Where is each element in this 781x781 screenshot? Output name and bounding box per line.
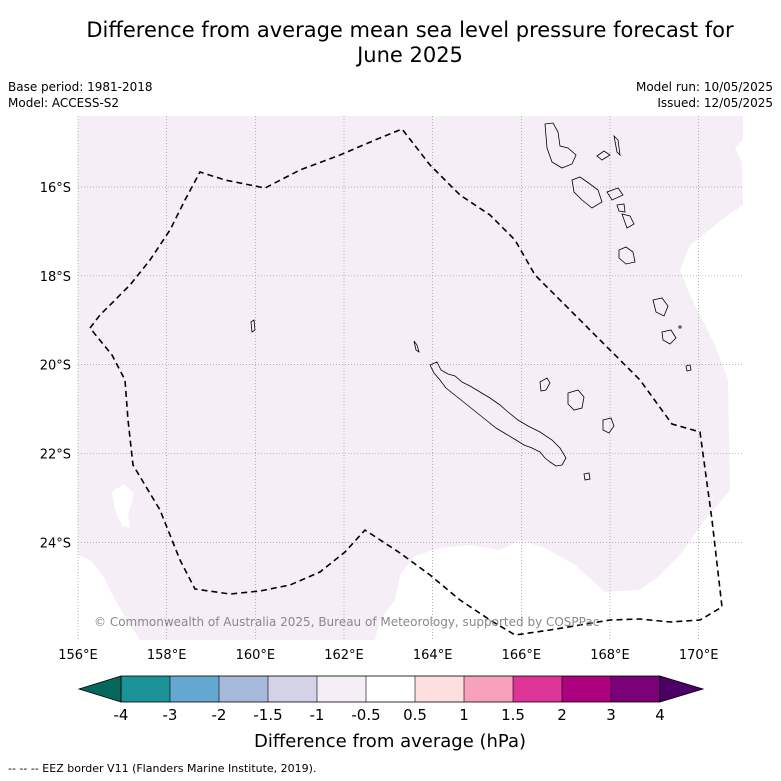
lon-tick-label: 162°E (324, 648, 364, 663)
coastline-pentecost (606, 187, 624, 201)
colorbar-tick-label: 2 (557, 706, 567, 724)
colorbar-segment (121, 676, 170, 702)
lon-tick-label: 158°E (147, 648, 187, 663)
colorbar-title: Difference from average (hPa) (254, 731, 526, 752)
colorbar-tick-label: -2 (212, 706, 227, 724)
neutral-areas (78, 116, 743, 640)
colorbar-tick-label: -4 (114, 706, 129, 724)
lat-tick-label: 22°S (40, 447, 71, 462)
colorbar-segment (464, 676, 513, 702)
model-name: Model: ACCESS-S2 (8, 96, 120, 110)
base-period: Base period: 1981-2018 (8, 80, 153, 94)
neutral-area-small (112, 484, 134, 528)
colorbar-tick-label: -1 (310, 706, 325, 724)
chart-title: Difference from average mean sea level p… (40, 18, 780, 68)
colorbar: -4 -3 -2 -1.5 -1 -0.5 0.5 1 1.5 2 3 4 (77, 675, 705, 724)
coastline-ambae (596, 150, 611, 161)
coastline-anatom (661, 329, 677, 345)
colorbar-tick-label: 1.5 (501, 706, 525, 724)
colorbar-segment (611, 676, 660, 702)
model-run: Model run: 10/05/2025 (635, 80, 773, 94)
coastline-new-caledonia (429, 361, 567, 467)
coastline-espiritu-santo (544, 122, 577, 169)
coastline-epi (616, 203, 626, 213)
coastline-belep (413, 340, 420, 353)
eez-border (88, 128, 723, 636)
meta-left: Base period: 1981-2018 Model: ACCESS-S2 (8, 79, 153, 111)
colorbar-segment (219, 676, 268, 702)
colorbar-segment (513, 676, 562, 702)
coastline-lifou (567, 389, 585, 411)
issued-date: Issued: 12/05/2025 (657, 96, 773, 110)
lat-tick-label: 24°S (40, 536, 71, 551)
colorbar-segment (562, 676, 611, 702)
colorbar-tick-label: -1.5 (253, 706, 282, 724)
colorbar-tick-label: -0.5 (351, 706, 380, 724)
colorbar-under-arrow (77, 675, 122, 703)
colorbar-segment (317, 676, 366, 702)
lon-tick-label: 156°E (58, 648, 98, 663)
colorbar-tick-label: -3 (163, 706, 178, 724)
colorbar-tick-label: 4 (655, 706, 665, 724)
title-line-2: June 2025 (357, 43, 463, 67)
meta-right: Model run: 10/05/2025 Issued: 12/05/2025 (636, 79, 773, 111)
coastline-efate (621, 213, 635, 229)
lat-tick-label: 16°S (40, 181, 71, 196)
colorbar-segment (366, 676, 415, 702)
colorbar-segment (415, 676, 464, 702)
coastline-walpole (678, 325, 682, 329)
coastline-maewo (613, 134, 621, 157)
coastlines (250, 122, 692, 481)
colorbar-tick-label: 0.5 (403, 706, 427, 724)
title-line-1: Difference from average mean sea level p… (86, 18, 734, 42)
neutral-area-east (375, 116, 743, 640)
coastline-malekula (571, 176, 603, 209)
colorbar-over-arrow (659, 675, 705, 703)
colorbar-tick-label: 1 (459, 706, 469, 724)
coastline-isle-of-pines (583, 472, 591, 481)
lon-tick-label: 170°E (679, 648, 719, 663)
lon-tick-label: 166°E (502, 648, 542, 663)
map-grid: 156°E 158°E 160°E 162°E 164°E 166°E 168°E 170°E… (40, 116, 743, 663)
coastline-mathew (685, 364, 692, 372)
coastline-ouvea (539, 377, 551, 392)
lon-tick-label: 160°E (236, 648, 276, 663)
coastline-tanna (652, 297, 669, 317)
colorbar-tick-label: 3 (606, 706, 616, 724)
lon-tick-label: 164°E (413, 648, 453, 663)
coastline-mare (602, 417, 615, 434)
map-background (78, 116, 743, 640)
lon-tick-label: 168°E (590, 648, 630, 663)
lat-tick-label: 18°S (40, 270, 71, 285)
copyright-text: © Commonwealth of Australia 2025, Bureau… (94, 615, 599, 629)
colorbar-segment (170, 676, 219, 702)
neutral-area-southwest (78, 555, 140, 640)
lat-tick-label: 20°S (40, 359, 71, 374)
colorbar-segment (268, 676, 317, 702)
coastline-erromango (618, 246, 636, 265)
eez-footnote: -- -- -- EEZ border V11 (Flanders Marine… (8, 762, 317, 775)
coastline-chesterfield (250, 319, 256, 333)
